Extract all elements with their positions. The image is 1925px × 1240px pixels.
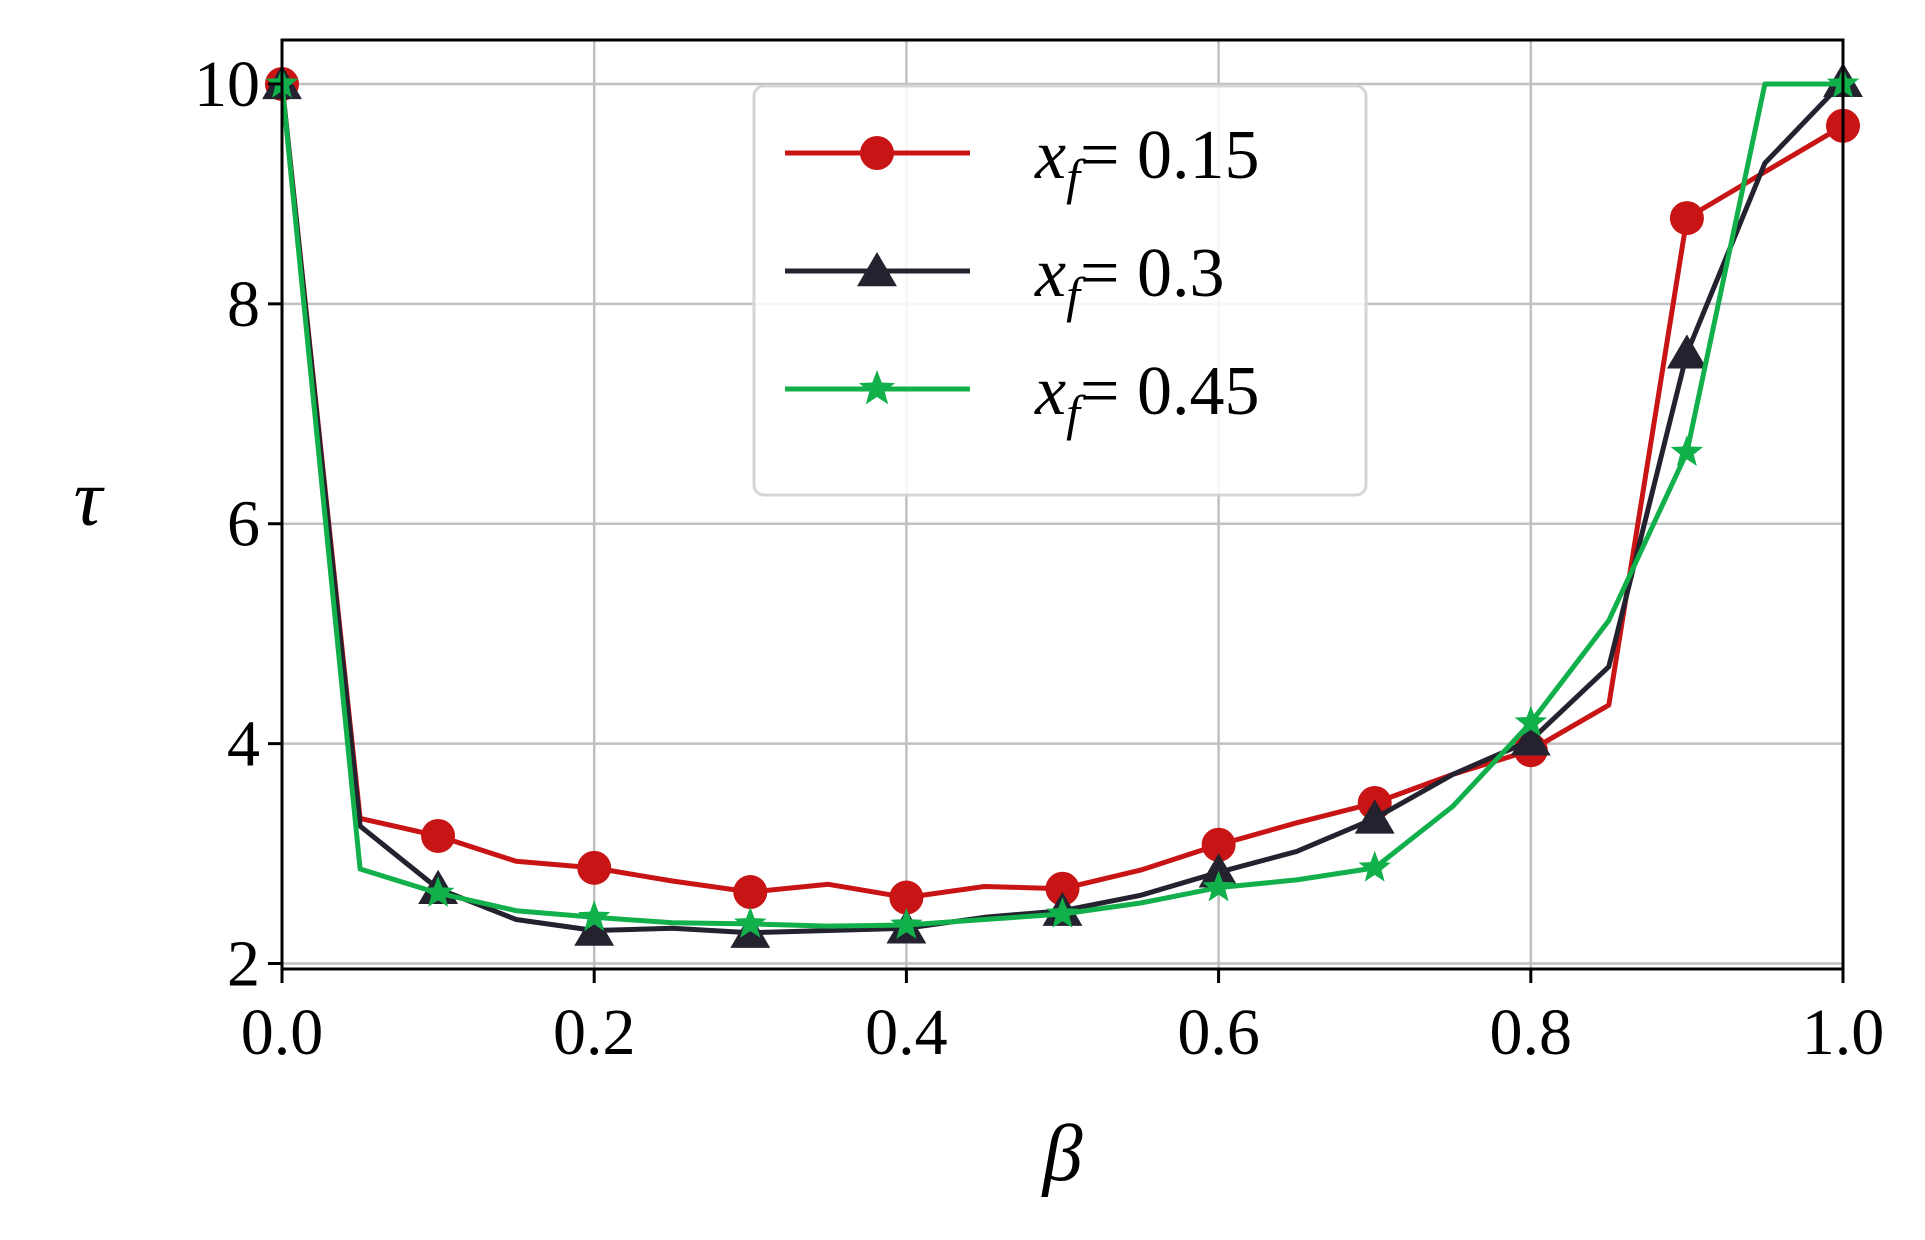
y-tick-label: 2 bbox=[227, 928, 260, 1001]
legend-marker bbox=[857, 252, 897, 287]
legend-marker bbox=[860, 136, 894, 170]
legend-label: xf= 0.45 bbox=[1034, 353, 1259, 441]
x-tick-label: 0.4 bbox=[865, 996, 948, 1069]
data-point bbox=[1198, 853, 1239, 888]
data-point bbox=[577, 850, 612, 885]
legend-item: xf= 0.3 bbox=[785, 235, 1224, 323]
legend-label: xf= 0.15 bbox=[1034, 117, 1259, 205]
y-axis-label: τ bbox=[74, 455, 106, 543]
data-point bbox=[574, 911, 615, 946]
axis-ticks: 0.0 0.2 0.4 0.6 0.8 1.0 2 4 6 8 10 bbox=[194, 48, 1884, 1069]
data-point bbox=[1514, 705, 1547, 737]
data-point bbox=[421, 876, 455, 907]
plot-frame bbox=[280, 38, 1845, 971]
data-point bbox=[889, 880, 924, 915]
data-point bbox=[578, 900, 611, 932]
x-tick-label: 0.0 bbox=[241, 996, 324, 1069]
x-tick-label: 1.0 bbox=[1802, 996, 1885, 1069]
plot-series bbox=[262, 62, 1863, 948]
data-point bbox=[1045, 871, 1080, 906]
data-point bbox=[1201, 827, 1236, 862]
legend: xf= 0.15 xf= 0.3 xf= 0.45 bbox=[752, 84, 1368, 497]
data-point bbox=[1510, 721, 1551, 756]
legend-marker bbox=[858, 370, 896, 405]
legend-item: xf= 0.15 bbox=[785, 117, 1259, 205]
data-point bbox=[1666, 334, 1707, 369]
x-axis-label: β bbox=[1041, 1110, 1083, 1198]
y-tick-label: 10 bbox=[194, 48, 260, 121]
y-tick-label: 4 bbox=[227, 708, 260, 781]
data-point bbox=[1046, 897, 1079, 928]
data-point bbox=[1669, 201, 1704, 236]
data-point bbox=[890, 908, 923, 939]
y-tick-label: 8 bbox=[227, 268, 260, 341]
legend-box bbox=[752, 84, 1368, 497]
legend-item: xf= 0.45 bbox=[785, 353, 1259, 441]
data-point bbox=[733, 875, 768, 910]
y-tick-label: 6 bbox=[227, 488, 260, 561]
data-point bbox=[1358, 850, 1391, 882]
data-point bbox=[1202, 870, 1235, 902]
data-point bbox=[1670, 435, 1704, 466]
data-point bbox=[1354, 799, 1395, 834]
x-tick-label: 0.6 bbox=[1177, 996, 1260, 1069]
x-tick-label: 0.2 bbox=[553, 996, 636, 1069]
data-point bbox=[421, 818, 456, 853]
x-tick-label: 0.8 bbox=[1490, 996, 1573, 1069]
data-point bbox=[734, 906, 767, 938]
legend-label: xf= 0.3 bbox=[1034, 235, 1224, 323]
